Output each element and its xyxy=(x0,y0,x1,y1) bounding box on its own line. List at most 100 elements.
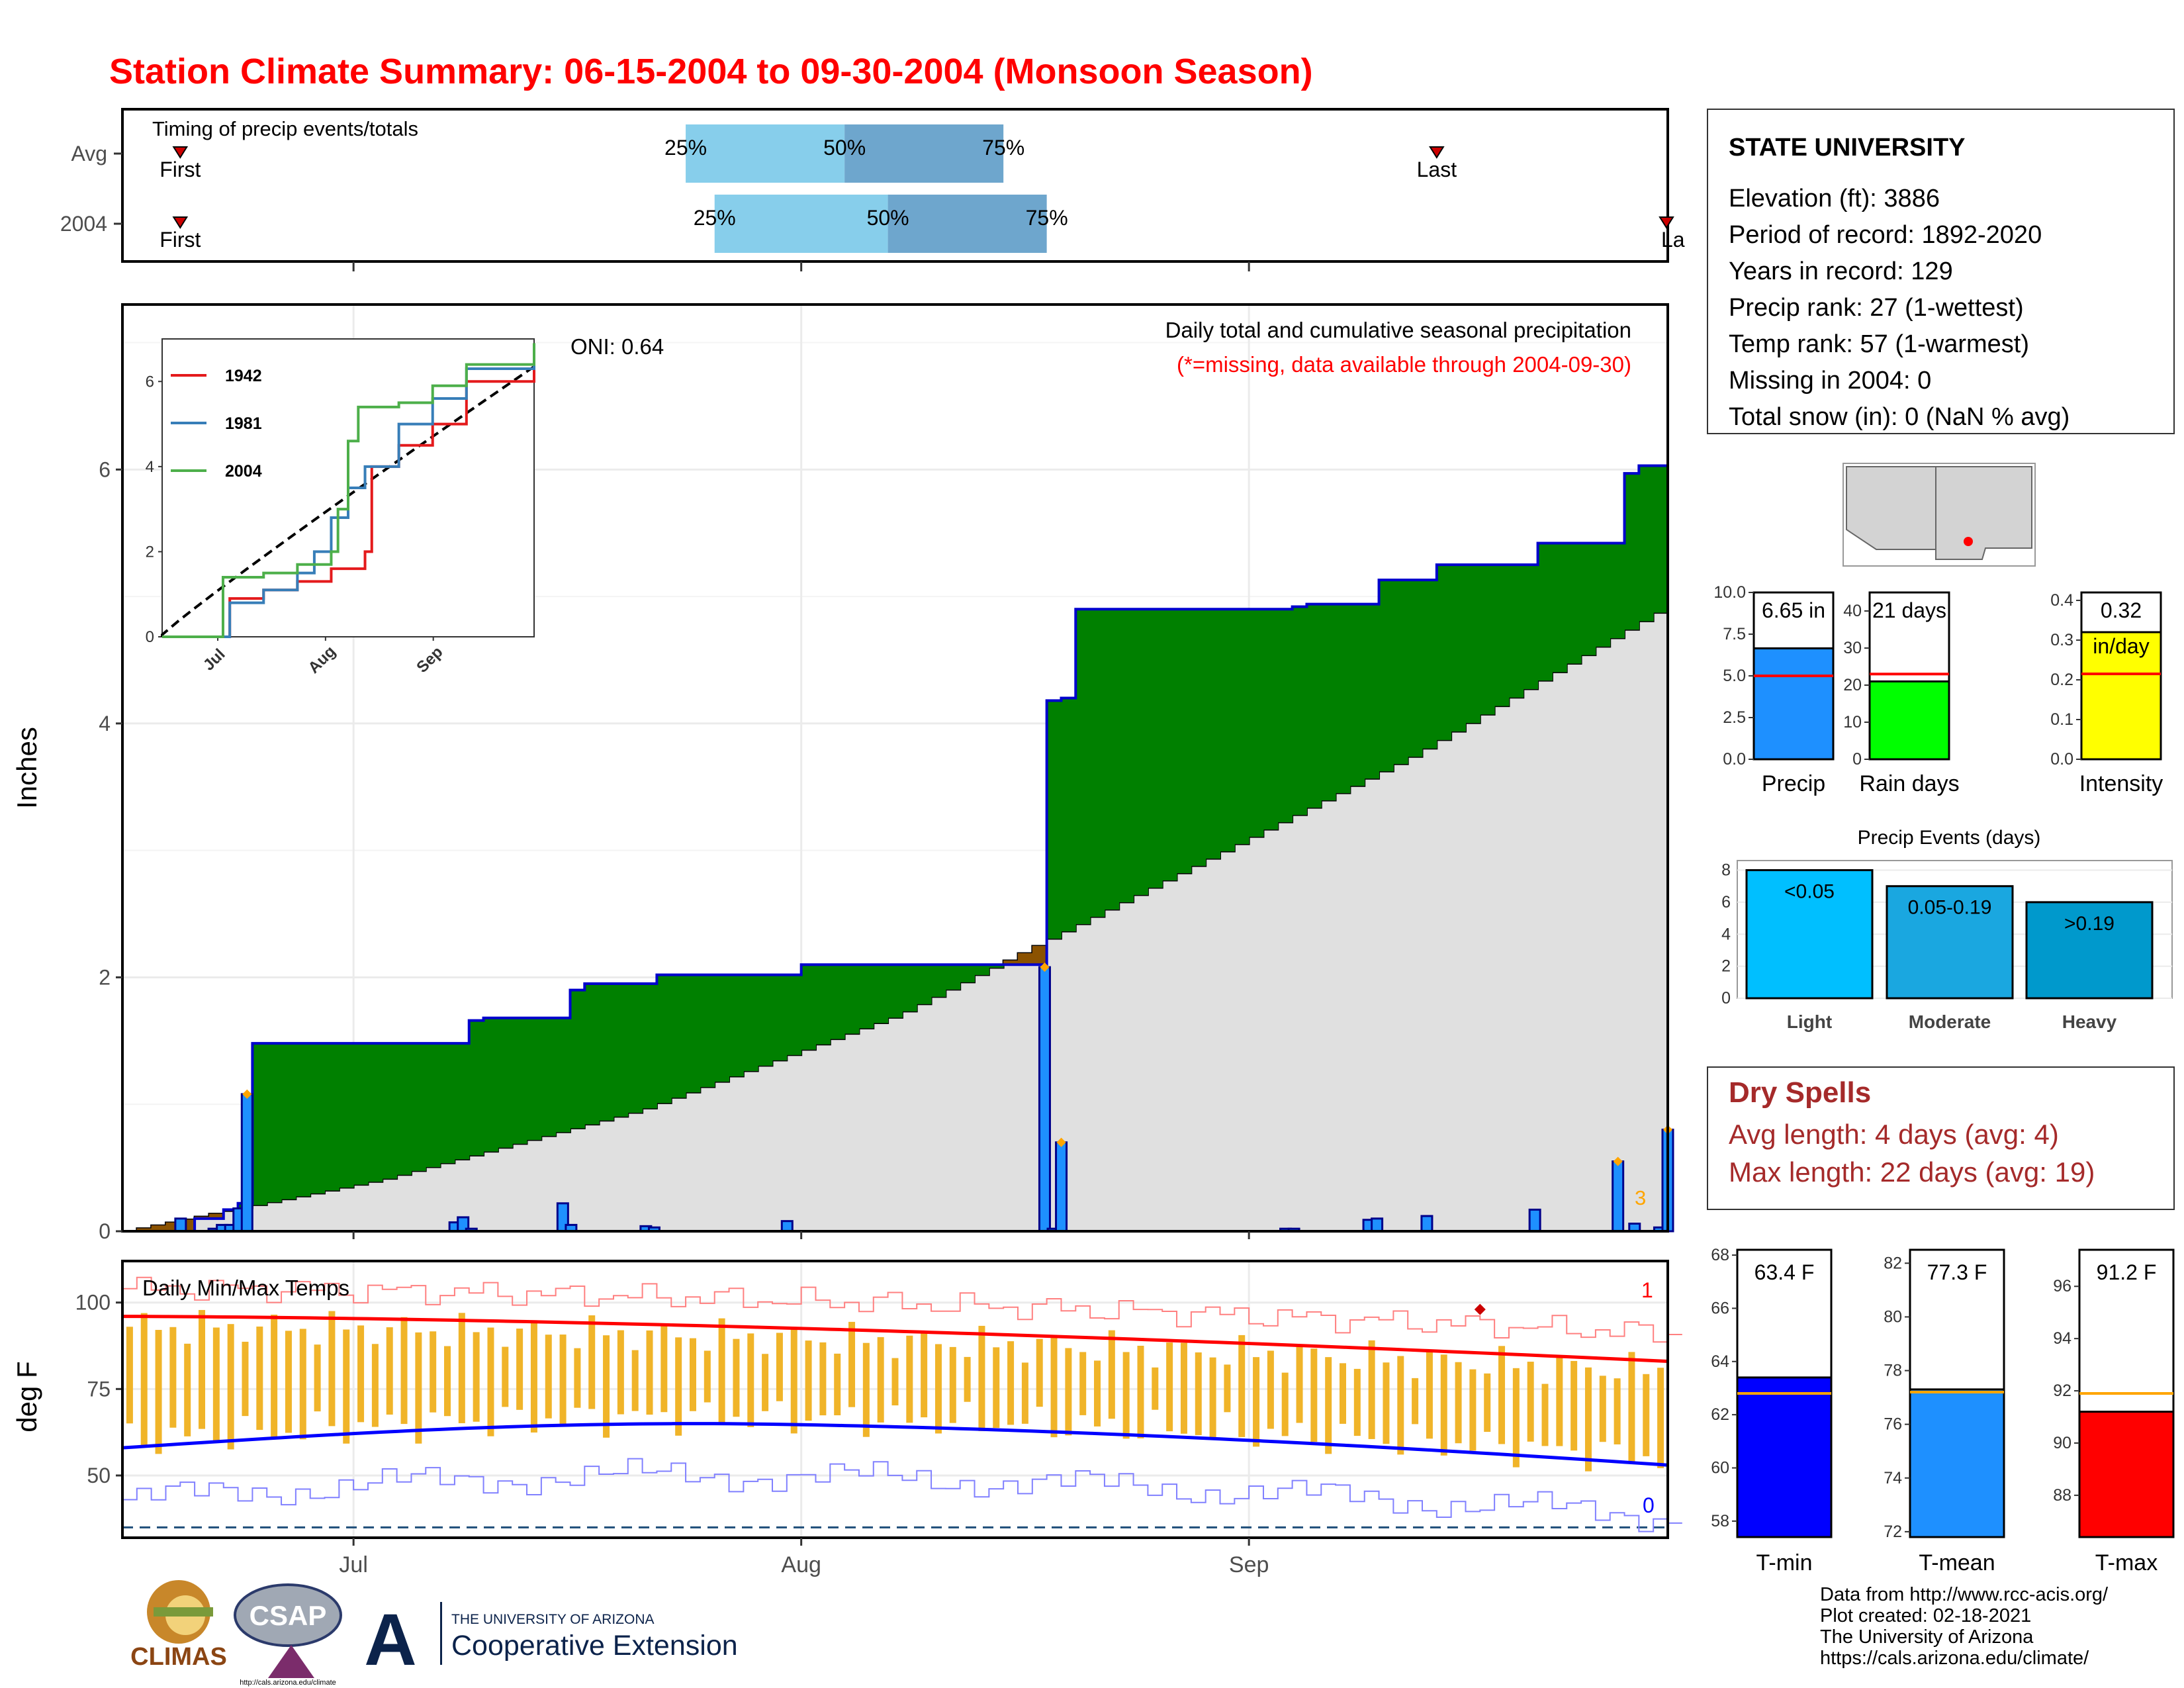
daily-temp-bar xyxy=(689,1338,696,1411)
surplus-area-top xyxy=(584,984,600,1125)
summary-bar-tick-label: 40 xyxy=(1843,602,1862,620)
events-tick-label: 2 xyxy=(1721,957,1731,976)
precip-y-tick-label: 6 xyxy=(99,457,111,481)
summary-bar-tick-label: 0.2 xyxy=(2050,671,2073,689)
surplus-area-top xyxy=(1508,565,1524,698)
daily-temp-bar xyxy=(487,1327,494,1436)
events-bar xyxy=(2025,901,2154,1000)
daily-temp-bar xyxy=(1426,1350,1433,1439)
precip-y-label: Inches xyxy=(11,727,42,809)
climas-logo-text: CLIMAS xyxy=(130,1643,227,1671)
daily-temp-bar xyxy=(1455,1362,1462,1444)
events-bar-label: <0.05 xyxy=(1784,881,1835,903)
daily-temp-bar xyxy=(357,1325,365,1423)
daily-temp-bar xyxy=(314,1344,321,1412)
dry-spells-max: Max length: 22 days (avg: 19) xyxy=(1729,1156,2095,1188)
credit-data-source: Data from http://www.rcc-acis.org/ xyxy=(1820,1584,2109,1605)
daily-temp-bar xyxy=(415,1332,422,1444)
surplus-area-top xyxy=(1537,543,1553,681)
surplus-area-top xyxy=(1133,609,1148,896)
daily-temp-bar xyxy=(299,1329,306,1440)
surplus-area-top xyxy=(1408,580,1423,757)
events-tick-label: 4 xyxy=(1721,925,1731,943)
temp-bar-name: T-min xyxy=(1756,1550,1813,1575)
daily-precip-bar xyxy=(240,1093,253,1233)
summary-bar-tick-label: 30 xyxy=(1843,639,1862,657)
events-bar xyxy=(1886,885,2014,1000)
daily-temp-bar xyxy=(603,1335,610,1438)
summary-bar-name: Rain days xyxy=(1859,771,1959,796)
precip-events-chart: Precip Events (days) 0 2 4 6 8 <0.05 Light 0.05-… xyxy=(1721,827,2173,1032)
timing-label-50: 50% xyxy=(867,206,909,230)
observed-cumulative-line xyxy=(122,360,1669,1233)
daily-temp-bar xyxy=(1253,1357,1260,1447)
record-max-line xyxy=(122,1276,1682,1343)
surplus-area-top xyxy=(1451,565,1466,732)
inset-y-tick-label: 2 xyxy=(146,543,154,561)
surplus-area-top xyxy=(396,1043,412,1175)
station-box-frame xyxy=(1707,109,2175,434)
summary-bar-name: Intensity xyxy=(2079,771,2163,796)
daily-temp-bar xyxy=(993,1347,1000,1429)
temp-panel-border xyxy=(121,1260,1669,1539)
surplus-area-top xyxy=(512,1017,527,1144)
precip-panel: 0 2 4 6 Inches Daily total and cumulative s… xyxy=(11,261,1674,1243)
summary-bar-tick-label: 0.3 xyxy=(2050,631,2073,649)
daily-temp-bar xyxy=(762,1354,769,1411)
temp-bar-label: 63.4 F xyxy=(1754,1260,1815,1284)
surplus-area-top xyxy=(1336,604,1351,794)
daily-temp-bar xyxy=(1397,1356,1404,1455)
daily-temp-bar xyxy=(169,1327,177,1428)
summary-bar-label: 21 days xyxy=(1872,598,1946,622)
daily-temp-bar xyxy=(1498,1346,1506,1444)
temp-bar-tick-label: 80 xyxy=(1884,1307,1902,1326)
daily-temp-bar xyxy=(328,1311,336,1427)
summary-bar-tick-label: 10 xyxy=(1843,713,1862,731)
surplus-area-top xyxy=(1205,609,1221,859)
surplus-area-top xyxy=(686,974,701,1093)
summary-bar-tick-label: 2.5 xyxy=(1723,708,1746,727)
daily-temp-bar xyxy=(718,1318,725,1425)
surplus-area-top xyxy=(498,1017,513,1148)
logos: CLIMAS CSAP http://cals.arizona.edu/clim… xyxy=(130,1580,738,1687)
deficit-area-top xyxy=(151,1225,166,1231)
daily-precip-bar xyxy=(1420,1215,1433,1233)
daily-temp-bar xyxy=(343,1329,350,1444)
surplus-area-top xyxy=(541,1017,557,1137)
map-state-arizona xyxy=(1935,466,2032,560)
surplus-area-top xyxy=(917,964,932,1004)
daily-temp-bar xyxy=(1094,1360,1101,1427)
events-bar-label: >0.19 xyxy=(2064,913,2115,935)
surplus-area-top xyxy=(1263,609,1279,830)
surplus-area-top xyxy=(1480,565,1495,715)
surplus-area-top xyxy=(873,964,889,1023)
station-line-years: Years in record: 129 xyxy=(1729,258,1953,285)
summary-bar-fill xyxy=(1752,647,1835,761)
surplus-area-top xyxy=(1610,543,1625,639)
timing-label-25: 25% xyxy=(664,136,707,160)
summary-bar-fill xyxy=(1868,680,1950,761)
daily-temp-bar xyxy=(1209,1357,1216,1438)
timing-bar-25-50 xyxy=(714,195,888,253)
timing-label-75: 75% xyxy=(1026,206,1068,230)
temp-bar-tick-label: 90 xyxy=(2053,1434,2071,1452)
inset-series-line xyxy=(162,355,535,638)
daily-temp-bar xyxy=(545,1335,552,1419)
temp-bar-tick-label: 66 xyxy=(1711,1299,1729,1317)
timing-first-marker xyxy=(172,216,189,229)
daily-temp-bar xyxy=(631,1350,639,1411)
inset-legend-label: 2004 xyxy=(225,462,262,481)
csap-logo-url: http://cals.arizona.edu/climate xyxy=(240,1679,336,1687)
daily-temp-bar xyxy=(877,1336,884,1423)
precip-panel-border xyxy=(121,303,1669,1233)
daily-temp-bar xyxy=(588,1315,596,1409)
surplus-area-top xyxy=(844,964,860,1034)
daily-temp-bar xyxy=(1296,1346,1303,1423)
timing-last-label: Last xyxy=(1417,158,1457,181)
summary-bar-tick-label: 10.0 xyxy=(1713,583,1746,602)
surplus-area-top xyxy=(931,964,946,997)
map-state-west xyxy=(1846,466,1936,550)
x-axis: Jul Aug Sep xyxy=(339,1231,1269,1577)
surplus-area-top xyxy=(382,1043,398,1179)
surplus-area-top xyxy=(974,964,989,975)
